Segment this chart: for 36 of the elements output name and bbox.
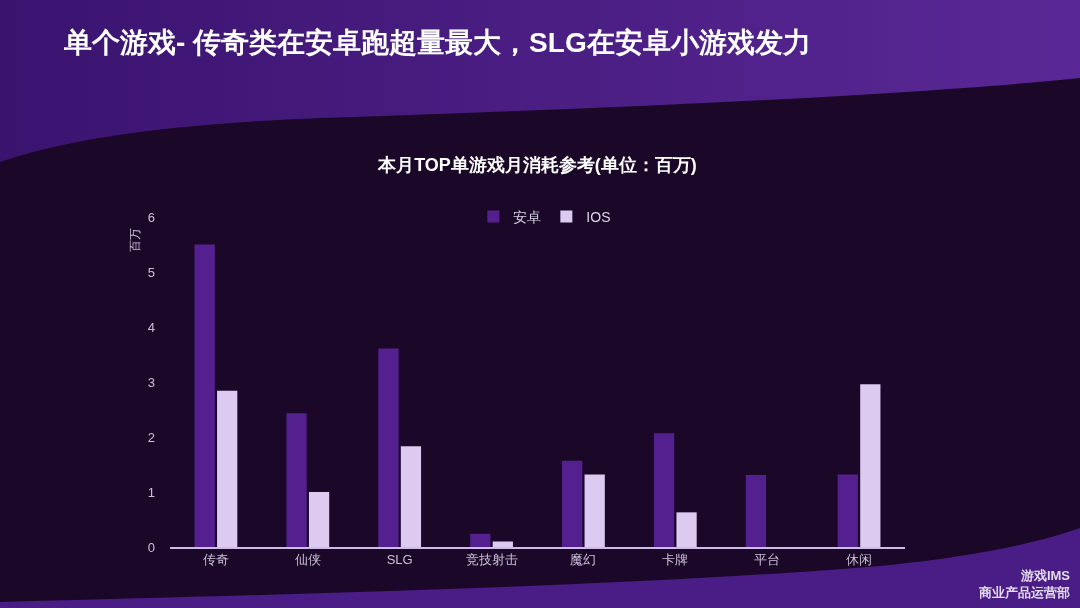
bar <box>562 460 583 547</box>
x-tick-label: 传奇 <box>202 552 229 568</box>
bar <box>745 474 767 547</box>
y-tick-label: 5 <box>147 264 155 280</box>
x-tick-label: 休闲 <box>846 552 873 568</box>
bar <box>378 348 399 547</box>
bar <box>584 474 605 547</box>
y-tick-label: 6 <box>147 209 155 225</box>
bar <box>837 474 858 547</box>
x-tick-label: 卡牌 <box>662 552 689 568</box>
bar <box>308 492 330 547</box>
y-tick-label: 4 <box>147 319 155 335</box>
text: 游戏IMS 商业产品运营部 <box>979 568 1070 602</box>
legend-label: IOS <box>586 209 611 226</box>
x-tick-label: 平台 <box>754 552 781 568</box>
bar <box>860 384 881 547</box>
bar <box>286 413 307 547</box>
y-axis-title: 百万 <box>127 227 142 252</box>
bar <box>653 433 675 547</box>
legend-label: 安卓 <box>513 209 542 226</box>
bar <box>492 541 513 547</box>
y-tick-label: 0 <box>147 539 155 555</box>
bar <box>470 533 491 547</box>
y-tick-label: 3 <box>147 374 155 390</box>
chart-subtitle: 本月TOP单游戏月消耗参考(单位：百万) <box>377 155 697 176</box>
x-tick-label: 魔幻 <box>570 552 597 568</box>
bar <box>400 446 422 547</box>
x-tick-label: SLG <box>386 552 413 568</box>
chart-title: 单个游戏- 传奇类在安卓跑超量最大，SLG在安卓小游戏发力 <box>64 26 811 60</box>
x-tick-label: 竞技射击 <box>465 552 518 568</box>
bar <box>217 390 238 547</box>
y-tick-label: 2 <box>147 429 155 445</box>
bar <box>676 512 697 547</box>
y-tick-label: 1 <box>147 484 155 500</box>
bar <box>194 244 215 547</box>
x-tick-label: 仙侠 <box>294 552 321 568</box>
